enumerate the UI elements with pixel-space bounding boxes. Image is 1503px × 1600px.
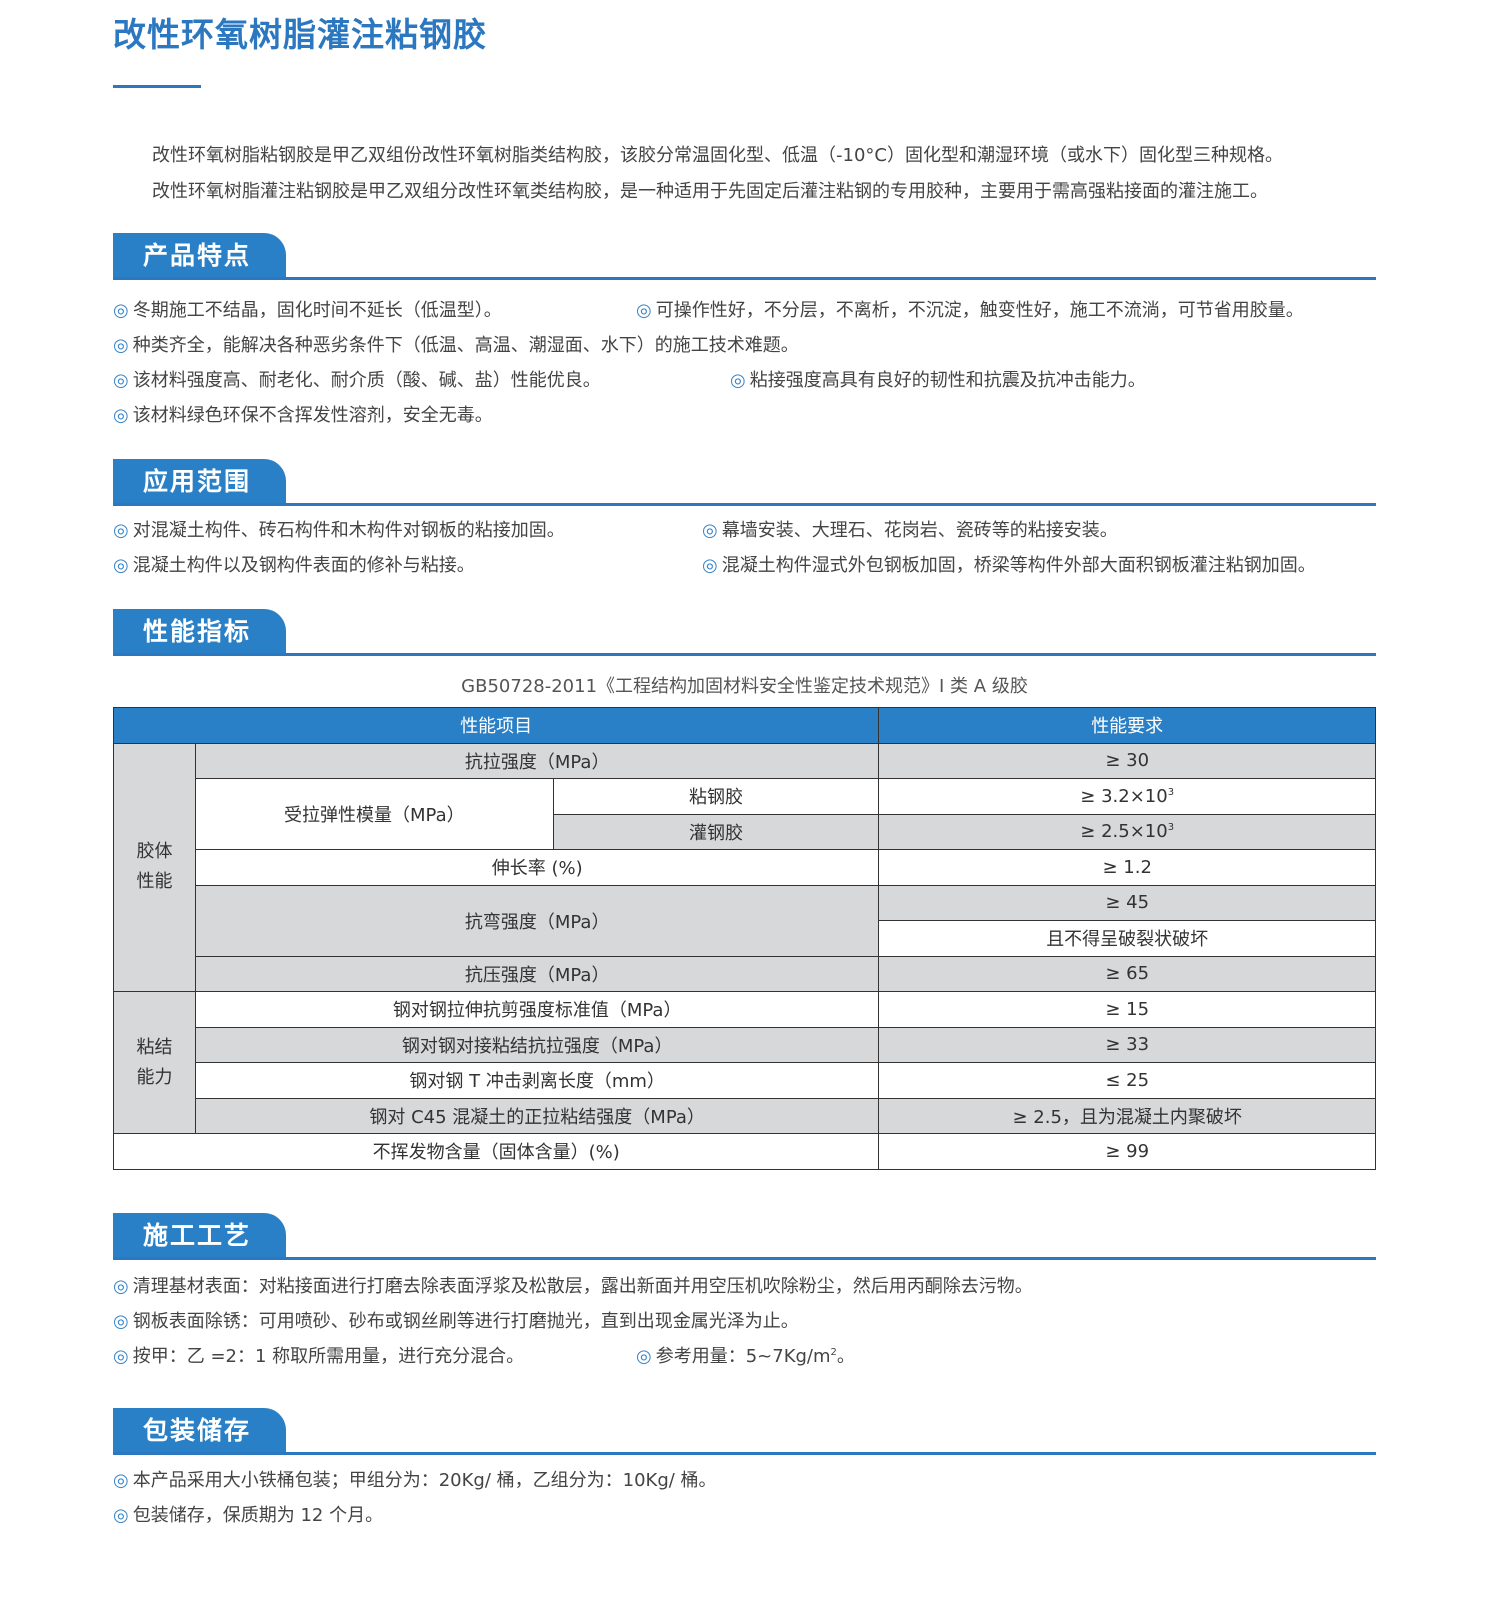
bullet-icon: ◎ [113,1505,129,1526]
list-item: ◎ 本产品采用大小铁桶包装；甲组分为：20Kg/ 桶，乙组分为：10Kg/ 桶。 [113,1470,717,1491]
table-header: 性能项目 性能要求 [112,707,1376,744]
bullet-icon: ◎ [113,370,129,391]
table-row: 不挥发物含量（固体含量）(%) ≥ 99 [112,1133,1376,1170]
bullet-icon: ◎ [113,1311,129,1332]
bullet-icon: ◎ [113,1276,129,1297]
list-item: ◎ 冬期施工不结晶，固化时间不延长（低温型）。 [113,300,502,321]
section-features: 产品特点 [113,233,1376,280]
table-row: 抗压强度（MPa） ≥ 65 [114,955,1376,992]
list-item: ◎ 按甲：乙 =2：1 称取所需用量，进行充分混合。 [113,1346,525,1367]
table-row: 抗弯强度（MPa） ≥ 45 [114,884,1376,957]
bullet-icon: ◎ [113,1346,129,1367]
list-item: ◎ 该材料强度高、耐老化、耐介质（酸、碱、盐）性能优良。 [113,370,601,391]
page-title: 改性环氧树脂灌注粘钢胶 [113,15,487,54]
table-caption: GB50728-2011《工程结构加固材料安全性鉴定技术规范》I 类 A 级胶 [461,676,1028,697]
bullet-icon: ◎ [113,1470,129,1491]
bullet-icon: ◎ [702,520,718,541]
intro-line: 改性环氧树脂粘钢胶是甲乙双组份改性环氧树脂类结构胶，该胶分常温固化型、低温（-1… [152,145,1283,166]
list-item: ◎ 混凝土构件湿式外包钢板加固，桥梁等构件外部大面积钢板灌注粘钢加固。 [702,555,1316,576]
table-row: 钢对 C45 混凝土的正拉粘结强度（MPa） ≥ 2.5，且为混凝土内聚破坏 [114,1097,1376,1134]
group-cell: 粘结能力 [113,991,196,1134]
bullet-icon: ◎ [113,335,129,356]
intro: 改性环氧树脂粘钢胶是甲乙双组份改性环氧树脂类结构胶，该胶分常温固化型、低温（-1… [152,138,1283,210]
table-row: 受拉弹性模量（MPa） 粘钢胶 ≥ 3.2×103 [114,778,1376,850]
bullet-icon: ◎ [636,1346,652,1367]
bullet-icon: ◎ [113,520,129,541]
list-item: ◎ 该材料绿色环保不含挥发性溶剂，安全无毒。 [113,405,493,426]
col-item: 性能项目 [112,707,880,744]
section-heading: 应用范围 [113,459,286,503]
bullet-icon: ◎ [730,370,746,391]
section-heading: 产品特点 [113,233,286,277]
section-packaging: 包装储存 [113,1408,1376,1455]
list-item: ◎ 参考用量：5~7Kg/m2。 [636,1346,855,1367]
section-heading: 施工工艺 [113,1213,286,1257]
list-item: ◎ 钢板表面除锈：可用喷砂、砂布或钢丝刷等进行打磨抛光，直到出现金属光泽为止。 [113,1311,799,1332]
list-item: ◎ 对混凝土构件、砖石构件和木构件对钢板的粘接加固。 [113,520,565,541]
list-item: ◎ 幕墙安装、大理石、花岗岩、瓷砖等的粘接安装。 [702,520,1118,541]
table-row: 粘结能力 钢对钢拉伸抗剪强度标准值（MPa） ≥ 15 [113,991,1376,1134]
list-item: ◎ 清理基材表面：对粘接面进行打磨去除表面浮浆及松散层，露出新面并用空压机吹除粉尘… [113,1276,1033,1297]
performance-table: 性能项目 性能要求 胶体性能 抗拉强度（MPa） ≥ 30 受拉弹性模量（MPa） 粘钢… [112,707,1376,1170]
section-applications: 应用范围 [113,459,1376,506]
bullet-icon: ◎ [113,555,129,576]
bullet-icon: ◎ [113,405,129,426]
list-item: ◎ 种类齐全，能解决各种恶劣条件下（低温、高温、潮湿面、水下）的施工技术难题。 [113,335,799,356]
title-underline [113,85,201,88]
section-heading: 包装储存 [113,1408,286,1452]
table-row: 且不得呈破裂状破坏 [114,920,1376,957]
list-item: ◎ 粘接强度高具有良好的韧性和抗震及抗冲击能力。 [730,370,1146,391]
intro-line: 改性环氧树脂灌注粘钢胶是甲乙双组分改性环氧类结构胶，是一种适用于先固定后灌注粘钢… [152,181,1268,202]
table-row: 灌钢胶 ≥ 2.5×103 [114,813,1376,850]
section-process: 施工工艺 [113,1213,1376,1260]
table-row: 钢对钢对接粘结抗拉强度（MPa） ≥ 33 [114,1026,1376,1063]
section-heading: 性能指标 [113,609,286,653]
bullet-icon: ◎ [113,300,129,321]
col-req: 性能要求 [878,707,1376,744]
bullet-icon: ◎ [702,555,718,576]
group-cell: 胶体性能 [113,742,196,992]
table-row: 伸长率 (%) ≥ 1.2 [114,849,1376,886]
list-item: ◎ 可操作性好，不分层，不离析，不沉淀，触变性好，施工不流淌，可节省用胶量。 [636,300,1304,321]
section-performance: 性能指标 [113,609,1376,656]
table-row: 钢对钢 T 冲击剥离长度（mm） ≤ 25 [114,1062,1376,1099]
list-item: ◎ 混凝土构件以及钢构件表面的修补与粘接。 [113,555,475,576]
bullet-icon: ◎ [636,300,652,321]
list-item: ◎ 包装储存，保质期为 12 个月。 [113,1505,384,1526]
table-row: 胶体性能 抗拉强度（MPa） ≥ 30 [113,742,1376,992]
